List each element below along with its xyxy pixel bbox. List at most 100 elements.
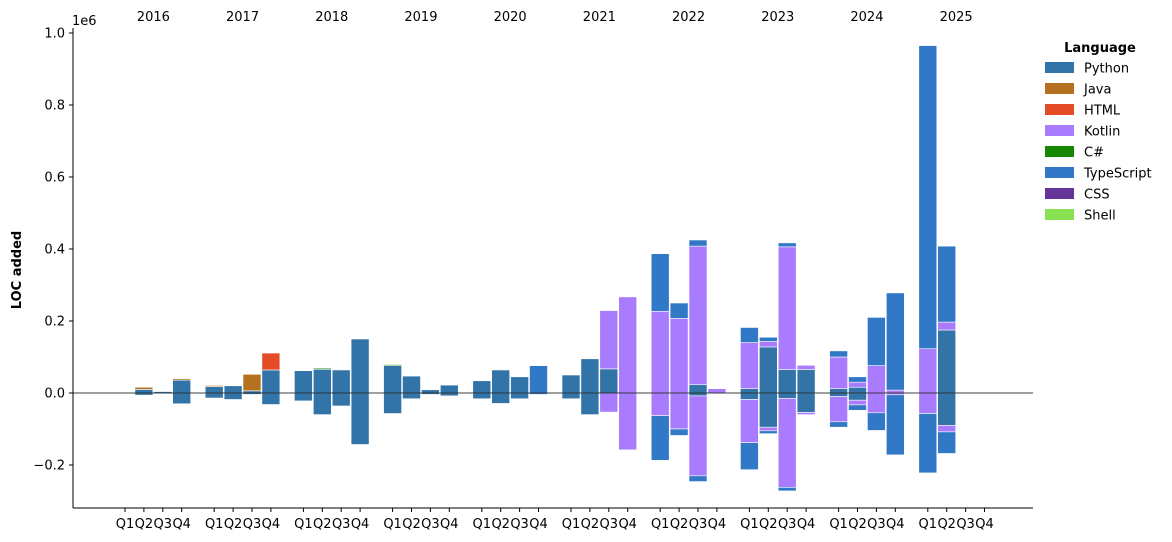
bar-segment-added <box>740 342 759 389</box>
year-label: 2020 <box>494 10 527 25</box>
bar-segment-added <box>529 365 548 394</box>
bar-segment-removed <box>937 392 957 426</box>
x-tick-label: Q2 <box>937 517 956 532</box>
bar-segment-removed <box>829 392 848 397</box>
bar-segment-removed <box>580 392 600 415</box>
year-label: 2018 <box>315 10 348 25</box>
bar-segment-removed <box>829 421 848 428</box>
bar-segment-removed <box>439 392 459 397</box>
x-tick-label: Q2 <box>491 517 510 532</box>
bar-segment-removed <box>867 412 886 431</box>
x-tick-label: Q1 <box>919 517 938 532</box>
bar-segment-added <box>867 365 886 394</box>
bar-segment-removed <box>885 394 905 456</box>
bar-segment-removed <box>848 399 867 406</box>
bar-segment-added <box>688 239 708 247</box>
year-label: 2022 <box>672 10 705 25</box>
x-tick-label: Q1 <box>651 517 670 532</box>
bar-segment-added <box>829 356 848 389</box>
bar-segment-added <box>796 364 816 370</box>
legend-swatch <box>1045 188 1074 199</box>
bar-segment-added <box>848 386 867 394</box>
bar-segment-added <box>510 376 529 394</box>
x-tick-label: Q1 <box>205 517 224 532</box>
year-label: 2023 <box>761 10 794 25</box>
bar-segment-added <box>867 317 886 366</box>
bar-segment-added <box>383 365 402 394</box>
bar-segment-removed <box>796 392 816 413</box>
x-tick-label: Q3 <box>778 517 797 532</box>
x-tick-label: Q4 <box>797 517 816 532</box>
bar-segment-added <box>688 245 708 386</box>
legend: Language Python Java HTML Kotlin C# TypeScrip… <box>1045 41 1152 224</box>
x-tick-label: Q1 <box>829 517 848 532</box>
legend-label: Java <box>1083 83 1111 98</box>
legend-swatch <box>1045 83 1074 94</box>
bar-segment-removed <box>312 392 332 415</box>
year-label: 2017 <box>226 10 259 25</box>
x-tick-label: Q4 <box>262 517 281 532</box>
year-label: 2024 <box>850 10 883 25</box>
x-tick-label: Q3 <box>867 517 886 532</box>
bar-segment-added <box>561 374 581 394</box>
added-bars-group <box>134 45 957 394</box>
bar-segment-removed <box>350 392 370 445</box>
y-tick-label: −0.2 <box>33 459 65 474</box>
bar-segment-added <box>134 386 154 390</box>
bar-segment-removed <box>758 392 778 428</box>
legend-label: C# <box>1084 146 1104 161</box>
bar-segment-removed <box>758 426 778 432</box>
legend-label: Shell <box>1084 209 1116 224</box>
bar-segment-added <box>777 369 797 394</box>
bar-segment-removed <box>561 392 581 400</box>
bar-segment-added <box>294 370 313 394</box>
bar-segment-added <box>777 242 797 248</box>
bar-segment-added <box>421 389 440 394</box>
bar-segment-added <box>918 348 938 394</box>
x-tick-label: Q4 <box>708 517 727 532</box>
x-tick-label: Q3 <box>600 517 619 532</box>
x-tick-label: Q2 <box>848 517 867 532</box>
bar-segment-removed <box>669 428 689 436</box>
bar-segment-added <box>885 389 905 394</box>
removed-bars-group <box>134 392 957 492</box>
bar-segment-removed <box>740 442 759 470</box>
x-tick-label: Q1 <box>294 517 313 532</box>
bar-segment-removed <box>618 392 638 451</box>
bar-segment-added <box>918 45 938 350</box>
bar-segment-added <box>439 384 459 394</box>
x-tick-label: Q4 <box>886 517 905 532</box>
x-tick-label: Q2 <box>759 517 778 532</box>
bar-segment-added <box>650 310 670 394</box>
bar-segment-added <box>312 368 332 394</box>
bar-segment-added <box>580 358 600 394</box>
bar-segment-added <box>261 369 281 394</box>
bar-segment-removed <box>688 395 708 477</box>
bar-segment-removed <box>294 392 313 402</box>
legend-swatch <box>1045 104 1074 115</box>
bar-segment-added <box>669 302 689 319</box>
bar-segment-removed <box>777 487 797 492</box>
bar-segment-removed <box>740 399 759 443</box>
bar-segment-removed <box>796 412 816 415</box>
bar-segment-added <box>740 327 759 343</box>
bar-segment-removed <box>829 396 848 423</box>
legend-swatch <box>1045 125 1074 136</box>
bar-segment-removed <box>848 392 867 401</box>
x-tick-label: Q4 <box>440 517 459 532</box>
bar-segment-added <box>491 369 511 394</box>
bar-segment-removed <box>383 392 402 414</box>
bar-segment-removed <box>740 392 759 400</box>
bar-segment-added <box>402 375 421 394</box>
y-ticks-group: −0.2 0.0 0.2 0.4 0.6 0.8 1.0 <box>33 27 73 474</box>
x-tick-label: Q3 <box>243 517 262 532</box>
bar-segment-removed <box>491 392 511 404</box>
bar-segment-removed <box>472 392 492 400</box>
legend-label: Python <box>1084 62 1129 77</box>
legend-swatch <box>1045 62 1074 73</box>
y-tick-label: 1.0 <box>44 27 65 42</box>
bar-segment-added <box>204 385 224 387</box>
x-tick-label: Q2 <box>670 517 689 532</box>
bar-segment-added <box>937 245 957 323</box>
